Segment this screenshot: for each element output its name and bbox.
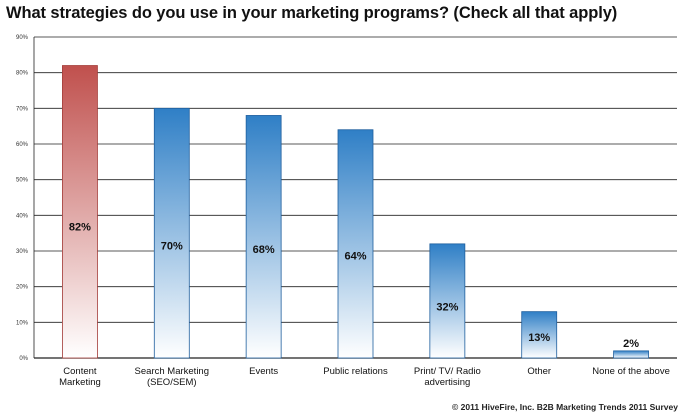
y-tick-label: 10%: [16, 320, 29, 326]
y-tick-label: 0%: [19, 356, 28, 362]
bar: [245, 115, 282, 359]
category-label: Marketing: [59, 377, 101, 388]
y-tick-label: 20%: [16, 285, 29, 291]
bar: [62, 65, 98, 359]
bar-value-label: 13%: [528, 332, 550, 344]
category-label: Print/ TV/ Radio: [414, 366, 481, 377]
category-label: Events: [249, 366, 278, 377]
bar-value-label: 32%: [436, 302, 458, 314]
y-tick-label: 90%: [16, 35, 29, 41]
category-label: (SEO/SEM): [147, 377, 197, 388]
bar: [521, 311, 558, 359]
bar-value-label: 68%: [253, 244, 275, 256]
bar: [153, 107, 190, 359]
category-label: advertising: [424, 377, 470, 388]
category-label: Public relations: [323, 366, 388, 377]
bar-value-label: 70%: [161, 241, 183, 253]
value-labels: 82% 70% 68% 64% 32% 13% 2%: [69, 221, 639, 349]
bar-value-label: 2%: [623, 338, 639, 350]
y-tick-label: 40%: [16, 213, 29, 219]
category-label: Other: [527, 366, 551, 377]
y-tick-label: 50%: [16, 178, 29, 184]
category-label: None of the above: [592, 366, 670, 377]
y-tick-label: 60%: [16, 142, 29, 148]
y-tick-label: 70%: [16, 106, 29, 112]
category-label: Content: [63, 366, 97, 377]
y-axis-ticks: 0% 10% 20% 30% 40% 50% 60% 70% 80% 90%: [16, 35, 29, 362]
category-label: Search Marketing: [135, 366, 209, 377]
bar: [613, 350, 649, 359]
bars: [62, 65, 649, 359]
chart-title: What strategies do you use in your marke…: [6, 4, 618, 22]
bar-value-label: 64%: [344, 250, 366, 262]
bar: [429, 243, 466, 359]
bar: [337, 129, 374, 359]
y-tick-label: 30%: [16, 249, 29, 255]
bar-value-label: 82%: [69, 221, 91, 233]
source-footnote: © 2011 HiveFire, Inc. B2B Marketing Tren…: [452, 402, 678, 412]
y-tick-label: 80%: [16, 71, 29, 77]
